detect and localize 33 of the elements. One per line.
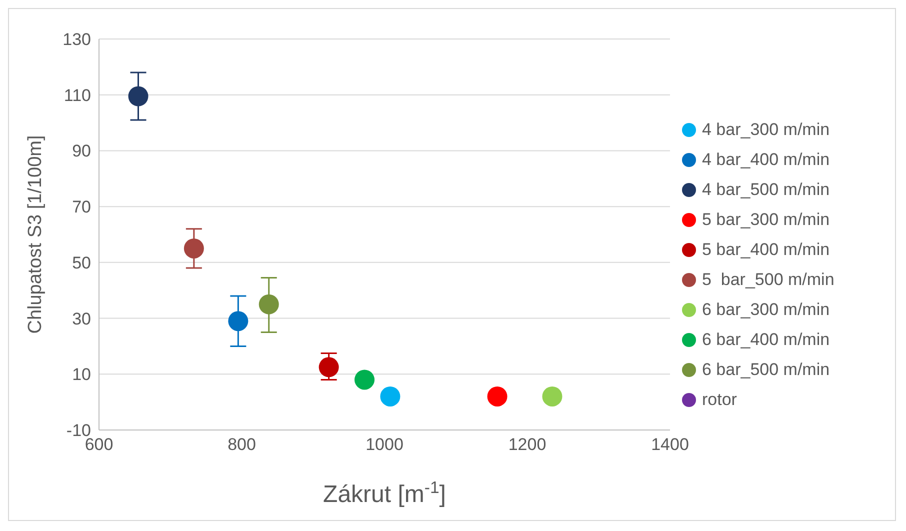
point (258, 294, 279, 314)
y-tick-label: 30 (72, 309, 91, 328)
legend-label: rotor (702, 390, 737, 410)
point (380, 386, 400, 406)
y-tick-label: 50 (72, 253, 91, 272)
legend-label: 4 bar_500 m/min (702, 180, 830, 200)
y-tick-label: 90 (72, 142, 91, 161)
legend-label: 6 bar_300 m/min (702, 300, 830, 320)
legend-label: 4 bar_300 m/min (702, 120, 830, 140)
x-tick-label: 600 (84, 435, 114, 454)
x-tick-label: 800 (228, 435, 256, 454)
y-tick-label: 10 (72, 365, 91, 384)
point (228, 311, 248, 332)
y-tick-label: 70 (72, 198, 91, 217)
point (184, 238, 204, 258)
y-tick-label: 110 (64, 86, 91, 105)
point (128, 86, 148, 106)
legend-label: 6 bar_500 m/min (702, 360, 830, 380)
point (542, 386, 562, 406)
legend-label: 5 bar_400 m/min (702, 240, 830, 260)
legend-label: 5 bar_500 m/min (702, 270, 834, 290)
point (318, 357, 339, 378)
point (354, 370, 375, 390)
x-tick-label: 1000 (366, 435, 404, 454)
legend-label: 4 bar_400 m/min (702, 150, 830, 170)
x-tick-label: 1400 (651, 435, 689, 454)
x-axis-title: Zákrut [m$^{-1}$] (323, 478, 446, 508)
x-tick-label: 1200 (508, 435, 546, 454)
legend-label: 5 bar_300 m/min (702, 210, 830, 230)
legend-label: 6 bar_400 m/min (702, 330, 830, 350)
y-tick-label: 130 (62, 30, 91, 50)
point (487, 386, 508, 406)
y-axis-title: Chlupatost S3 [1/100m] (25, 135, 46, 334)
